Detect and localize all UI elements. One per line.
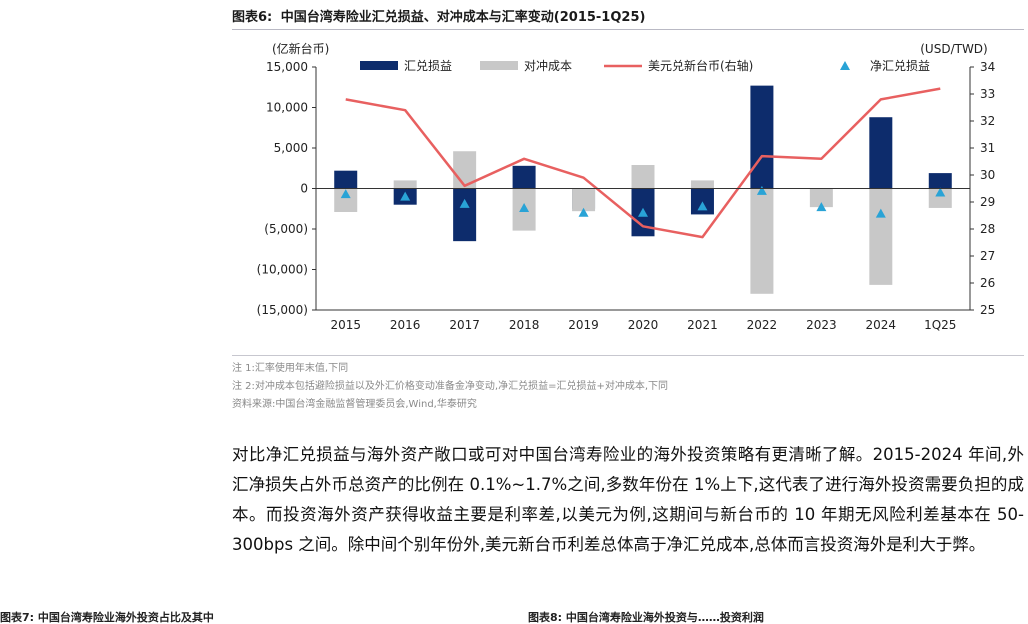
right-tick-label: 32	[980, 114, 995, 128]
bar	[869, 188, 893, 285]
net-fx-marker	[638, 207, 648, 217]
footer-captions: 图表7: 中国台湾寿险业海外投资占比及其中 图表8: 中国台湾寿险业海外投资与……	[0, 609, 1028, 624]
bar	[572, 188, 596, 212]
bar	[334, 170, 358, 189]
body-paragraph-text: 对比净汇兑损益与海外资产敞口或可对中国台湾寿险业的海外投资策略有更清晰了解。20…	[232, 445, 1024, 554]
net-fx-marker	[935, 187, 946, 197]
legend-swatch	[480, 61, 518, 70]
figure-7-caption: 图表7: 中国台湾寿险业海外投资占比及其中	[0, 611, 214, 624]
bar	[334, 188, 358, 212]
left-tick-label: (10,000)	[257, 263, 308, 277]
bar	[453, 188, 477, 242]
bar	[750, 85, 774, 189]
x-tick-label: 2023	[806, 318, 837, 332]
net-fx-marker	[697, 201, 708, 211]
right-tick-label: 33	[980, 87, 995, 101]
note-1: 注 1:汇率使用年末值,下同	[232, 363, 349, 374]
legend-label: 净汇兑损益	[870, 59, 930, 73]
left-axis-unit: (亿新台币)	[272, 41, 329, 56]
net-fx-marker	[875, 208, 886, 218]
bar	[631, 165, 655, 189]
net-fx-marker	[756, 185, 767, 195]
left-tick-label: 10,000	[266, 101, 308, 115]
exchange-rate-line	[345, 87, 941, 239]
x-tick-label: 2022	[747, 318, 778, 332]
figure-title: 图表6: 中国台湾寿险业汇兑损益、对冲成本与汇率变动(2015-1Q25)	[232, 6, 1024, 30]
bar	[869, 117, 893, 189]
x-tick-label: 2020	[628, 318, 659, 332]
bar	[690, 180, 714, 189]
figure-8-caption: 图表8: 中国台湾寿险业海外投资与……投资利润	[528, 611, 764, 624]
right-axis-unit: (USD/TWD)	[920, 42, 987, 56]
net-fx-marker	[519, 202, 530, 212]
x-tick-label: 1Q25	[924, 318, 956, 332]
right-tick-label: 28	[980, 222, 995, 236]
legend-label: 美元兑新台币(右轴)	[648, 58, 753, 73]
left-tick-label: 5,000	[274, 141, 308, 155]
x-tick-label: 2017	[449, 318, 480, 332]
x-tick-label: 2024	[866, 318, 897, 332]
bar	[809, 188, 833, 208]
net-fx-marker	[400, 191, 411, 201]
note-2: 注 2:对冲成本包括避险损益以及外汇价格变动准备金净变动,净汇兑损益=汇兑损益+…	[232, 381, 669, 392]
net-fx-marker	[578, 207, 589, 217]
bar	[928, 188, 952, 208]
x-tick-label: 2015	[330, 318, 361, 332]
right-tick-label: 26	[980, 276, 995, 290]
right-tick-label: 31	[980, 141, 995, 155]
net-fx-marker	[340, 189, 351, 199]
figure-notes: 注 1:汇率使用年末值,下同 注 2:对冲成本包括避险损益以及外汇价格变动准备金…	[232, 355, 1024, 414]
net-fx-marker	[459, 198, 470, 208]
legend-swatch	[840, 61, 850, 70]
fx-chart: (亿新台币) (USD/TWD) 15,000 10,000 5,000 0 (5,00…	[257, 41, 996, 332]
x-tick-label: 2018	[509, 318, 540, 332]
figure-title-text: 中国台湾寿险业汇兑损益、对冲成本与汇率变动(2015-1Q25)	[280, 10, 646, 25]
right-tick-label: 30	[980, 168, 995, 182]
figure-label: 图表6:	[232, 10, 273, 25]
left-tick-label: 0	[300, 182, 308, 196]
x-tick-label: 2019	[568, 318, 599, 332]
source-note: 资料来源:中国台湾金融监督管理委员会,Wind,华泰研究	[232, 399, 477, 410]
x-tick-label: 2021	[687, 318, 718, 332]
right-tick-label: 34	[980, 60, 995, 74]
right-tick-label: 29	[980, 195, 995, 209]
right-tick-label: 27	[980, 249, 995, 263]
legend-label: 对冲成本	[524, 58, 572, 73]
right-tick-label: 25	[980, 303, 995, 317]
left-tick-label: 15,000	[266, 60, 308, 74]
bar	[928, 173, 952, 189]
body-paragraph: 对比净汇兑损益与海外资产敞口或可对中国台湾寿险业的海外投资策略有更清晰了解。20…	[232, 440, 1024, 560]
x-tick-label: 2016	[390, 318, 421, 332]
bar	[393, 180, 417, 189]
net-fx-marker	[816, 202, 827, 212]
bar	[750, 188, 774, 294]
legend-swatch	[360, 61, 398, 70]
left-tick-label: (5,000)	[264, 222, 308, 236]
left-tick-label: (15,000)	[257, 303, 308, 317]
legend-label: 汇兑损益	[404, 59, 452, 73]
bar	[512, 165, 536, 189]
